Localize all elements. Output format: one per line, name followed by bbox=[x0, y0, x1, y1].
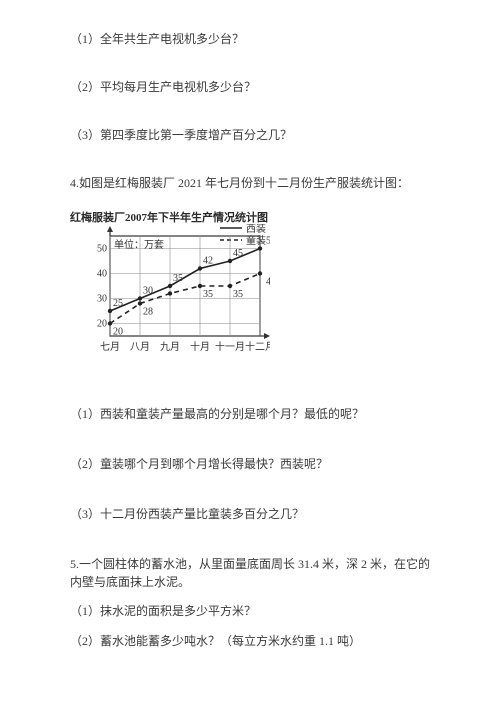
svg-text:七月: 七月 bbox=[100, 341, 120, 353]
section-5-q2: （2）蓄水池能蓄多少吨水？（每立方米水约重 1.1 吨） bbox=[70, 632, 440, 650]
section-4-q3: （3）十二月份西装产量比童装多百分之几？ bbox=[70, 505, 440, 523]
question-1-3: （3）第四季度比第一季度增产百分之几？ bbox=[70, 126, 440, 144]
svg-text:42: 42 bbox=[203, 256, 213, 267]
svg-text:十二月: 十二月 bbox=[245, 340, 270, 353]
question-1-2: （2）平均每月生产电视机多少台？ bbox=[70, 78, 440, 96]
svg-text:40: 40 bbox=[97, 269, 107, 280]
svg-text:50: 50 bbox=[266, 236, 270, 247]
svg-text:30: 30 bbox=[143, 286, 153, 297]
svg-text:30: 30 bbox=[97, 294, 107, 305]
svg-text:八月: 八月 bbox=[130, 341, 150, 353]
svg-text:40: 40 bbox=[266, 277, 270, 288]
svg-text:35: 35 bbox=[233, 289, 243, 300]
svg-text:35: 35 bbox=[203, 289, 213, 300]
line-chart: 西装童装20304050单位：万套2530354245502028353540七… bbox=[70, 224, 270, 374]
svg-text:单位：万套: 单位：万套 bbox=[114, 238, 164, 251]
svg-text:20: 20 bbox=[97, 319, 107, 330]
question-1-1: （1）全年共生产电视机多少台？ bbox=[70, 30, 440, 48]
svg-text:50: 50 bbox=[97, 244, 107, 255]
svg-text:35: 35 bbox=[173, 273, 183, 284]
section-4-q2: （2）童装哪个月到哪个月增长得最快？西装呢？ bbox=[70, 455, 440, 473]
svg-text:45: 45 bbox=[233, 248, 243, 259]
svg-text:十一月: 十一月 bbox=[215, 340, 245, 353]
section-5-intro: 5.一个圆柱体的蓄水池，从里面量底面周长 31.4 米，深 2 米，在它的内壁与… bbox=[70, 555, 440, 591]
svg-text:20: 20 bbox=[113, 327, 123, 338]
section-5-q1: （1）抹水泥的面积是多少平方米？ bbox=[70, 602, 440, 620]
svg-text:西装: 西装 bbox=[246, 224, 266, 235]
document-page: （1）全年共生产电视机多少台？ （2）平均每月生产电视机多少台？ （3）第四季度… bbox=[0, 0, 500, 707]
svg-text:25: 25 bbox=[113, 298, 123, 309]
svg-text:九月: 九月 bbox=[160, 341, 180, 353]
section-4-q1: （1）西装和童装产量最高的分别是哪个月？最低的呢？ bbox=[70, 405, 440, 423]
svg-text:28: 28 bbox=[143, 307, 153, 318]
svg-text:十月: 十月 bbox=[190, 340, 210, 353]
section-4-intro: 4.如图是红梅服装厂 2021 年七月份到十二月份生产服装统计图： bbox=[70, 174, 440, 192]
